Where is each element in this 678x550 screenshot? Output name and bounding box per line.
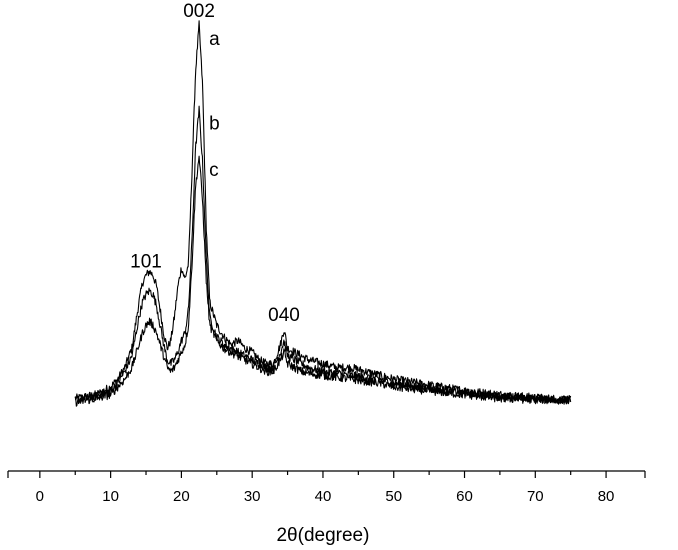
peak-label-002: 002 bbox=[183, 1, 215, 22]
x-axis-title: 2θ(degree) bbox=[276, 525, 369, 546]
x-tick-label-10: 10 bbox=[102, 488, 119, 505]
x-tick-label-20: 20 bbox=[173, 488, 190, 505]
series-label-c: c bbox=[209, 160, 219, 181]
x-tick-label-30: 30 bbox=[244, 488, 261, 505]
series-label-a: a bbox=[209, 29, 220, 50]
series-labels: a b c bbox=[209, 29, 220, 181]
x-axis: 0 10 20 30 40 50 60 70 80 bbox=[7, 470, 646, 505]
series-line-b bbox=[74, 105, 572, 405]
series-label-b: b bbox=[209, 114, 220, 135]
x-tick-label-80: 80 bbox=[598, 488, 615, 505]
series-line-a bbox=[74, 20, 572, 405]
peak-label-101: 101 bbox=[130, 251, 162, 272]
x-tick-label-60: 60 bbox=[456, 488, 473, 505]
series-group bbox=[74, 20, 572, 407]
x-tick-label-0: 0 bbox=[36, 488, 44, 505]
x-tick-label-70: 70 bbox=[527, 488, 544, 505]
series-line-c bbox=[74, 155, 572, 407]
x-tick-label-40: 40 bbox=[315, 488, 332, 505]
x-tick-label-50: 50 bbox=[385, 488, 402, 505]
peak-label-040: 040 bbox=[268, 305, 300, 326]
peak-labels: 101 002 040 bbox=[130, 1, 300, 326]
